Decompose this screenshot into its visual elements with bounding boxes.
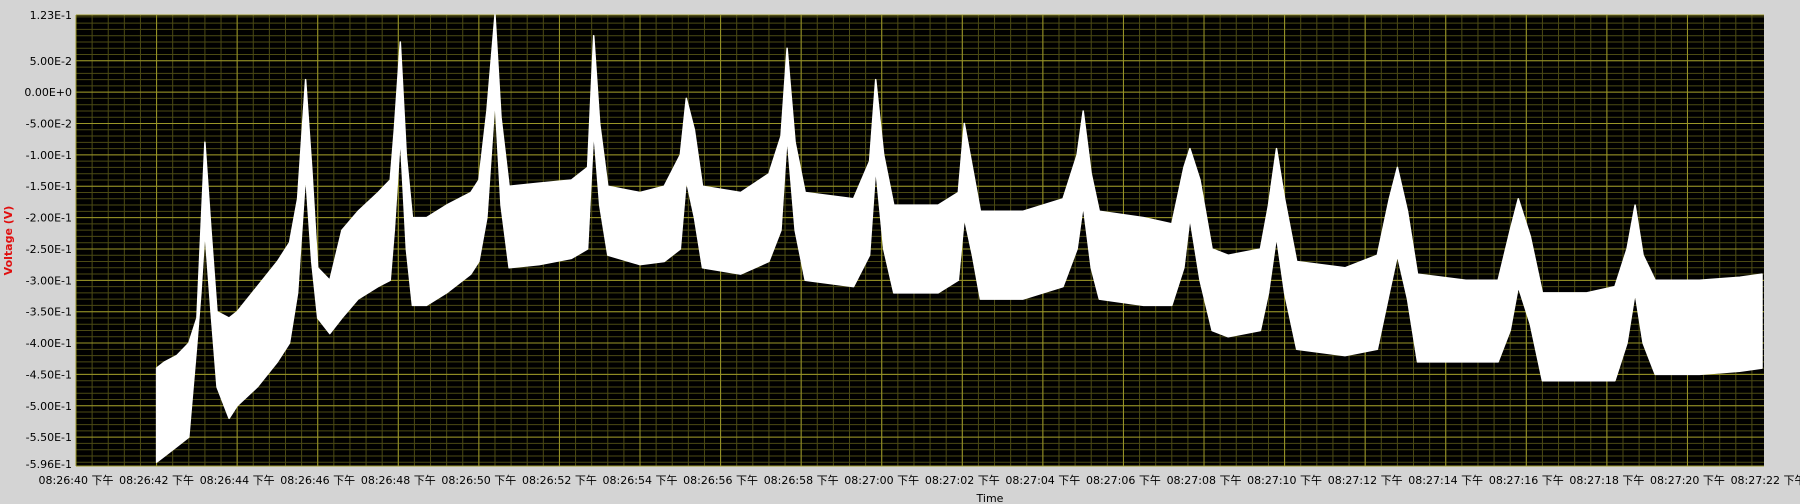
y-tick-label: 0.00E+0 [24, 86, 72, 99]
y-tick-label: 5.00E-2 [30, 55, 72, 68]
y-tick-labels: 1.23E-1 5.00E-2 0.00E+0 -5.00E-2 -1.00E-1 -1.… [24, 9, 72, 471]
x-tick-label: 08:27:16 下午 [1489, 474, 1564, 487]
x-tick-label: 08:26:52 下午 [522, 474, 597, 487]
series-layer [155, 14, 1763, 463]
y-axis-label: Voltage (V) [2, 206, 15, 276]
x-tick-label: 08:27:14 下午 [1408, 474, 1483, 487]
y-tick-label: -2.50E-1 [26, 243, 72, 256]
x-axis-label: Time [976, 492, 1004, 504]
x-tick-label: 08:26:42 下午 [119, 474, 194, 487]
y-tick-label: -5.96E-1 [26, 458, 72, 471]
y-tick-label: -5.50E-1 [26, 431, 72, 444]
x-tick-label: 08:27:20 下午 [1650, 474, 1725, 487]
y-tick-label: -4.00E-1 [26, 337, 72, 350]
x-tick-label: 08:26:58 下午 [764, 474, 839, 487]
y-tick-label: -1.50E-1 [26, 180, 72, 193]
x-tick-label: 08:26:46 下午 [280, 474, 355, 487]
y-tick-label: -5.00E-1 [26, 400, 72, 413]
x-tick-label: 08:27:04 下午 [1005, 474, 1080, 487]
y-tick-label: -3.50E-1 [26, 306, 72, 319]
x-tick-label: 08:27:06 下午 [1086, 474, 1161, 487]
x-tick-label: 08:27:22 下午 [1731, 474, 1800, 487]
x-tick-label: 08:26:40 下午 [39, 474, 114, 487]
x-tick-labels: 08:26:40 下午 08:26:42 下午 08:26:44 下午 08:26:4… [39, 474, 1800, 487]
voltage-signal-band [155, 14, 1763, 463]
y-tick-label: -5.00E-2 [26, 118, 72, 131]
y-tick-label: -1.00E-1 [26, 149, 72, 162]
x-tick-label: 08:26:50 下午 [441, 474, 516, 487]
x-tick-label: 08:27:10 下午 [1247, 474, 1322, 487]
y-tick-label: 1.23E-1 [30, 9, 72, 22]
x-tick-label: 08:27:12 下午 [1328, 474, 1403, 487]
x-tick-label: 08:26:44 下午 [200, 474, 275, 487]
x-tick-label: 08:26:56 下午 [683, 474, 758, 487]
y-tick-label: -3.00E-1 [26, 274, 72, 287]
y-tick-label: -2.00E-1 [26, 212, 72, 225]
x-tick-label: 08:27:08 下午 [1167, 474, 1242, 487]
x-tick-label: 08:27:02 下午 [925, 474, 1000, 487]
y-tick-label: -4.50E-1 [26, 368, 72, 381]
x-tick-label: 08:26:48 下午 [361, 474, 436, 487]
x-tick-label: 08:27:00 下午 [844, 474, 919, 487]
x-tick-label: 08:26:54 下午 [603, 474, 678, 487]
x-tick-label: 08:27:18 下午 [1569, 474, 1644, 487]
